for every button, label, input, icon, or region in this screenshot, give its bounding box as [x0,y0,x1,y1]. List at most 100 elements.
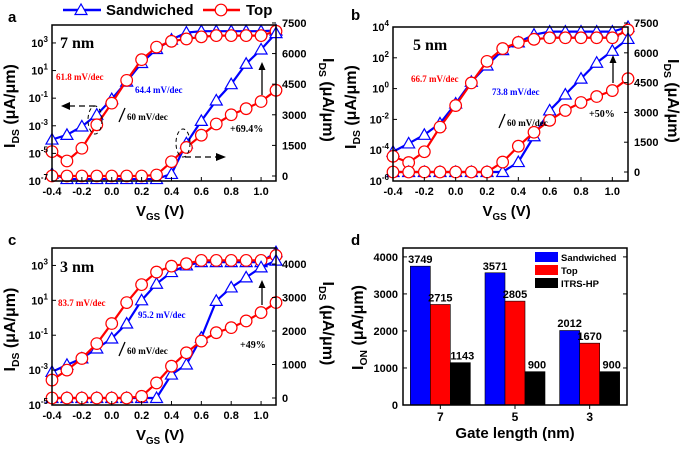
y-left-tick-label: 10-3 [29,362,49,377]
bar-top [504,300,526,406]
data-point [495,164,510,178]
y-axis-label: ION (μA/μm) [350,285,370,370]
data-point [209,93,224,106]
bar-value-label: 2012 [557,318,581,330]
y-left-axis-label: IDS (μA/μm) [2,288,22,372]
data-point [179,357,194,370]
y-left-tick-label: 10-7 [29,173,49,188]
series-log-top [392,29,629,164]
bar-value-label: 3749 [408,254,432,266]
plot-frame [51,247,277,406]
data-point [90,391,104,405]
data-point [605,31,619,45]
dashed-ellipse [175,128,191,158]
x-tick-label: 0.8 [224,186,239,198]
x-axis-label: VGS (V) [136,203,184,223]
channel-length-label: 7 nm [60,35,95,52]
data-point [135,169,149,183]
data-point [558,87,573,100]
data-point [239,314,253,328]
ss-top-label: 83.7 mV/dec [58,298,106,308]
data-point [209,293,224,306]
ideal-slope-line [118,341,126,357]
data-point [120,73,134,87]
data-point [75,169,89,183]
x-tick-label: 1.0 [605,186,620,198]
data-point [165,34,178,48]
x-tick-label: -0.2 [415,186,434,198]
data-point [239,56,254,69]
data-point [527,32,541,46]
data-point [179,257,193,271]
data-point [224,321,238,335]
series-linear-top [52,89,277,178]
bar-value-label: 1670 [577,331,601,343]
x-tick-label: 0.0 [448,186,463,198]
data-point [511,139,525,153]
y-right-tick-label: 0 [634,167,640,179]
x-tick-label: -0.2 [72,410,91,422]
x-tick-label: 7 [437,410,444,424]
x-tick-label: 3 [586,410,593,424]
data-point [433,120,447,134]
series-linear-sandwiched [51,32,277,181]
data-point [194,253,208,267]
x-tick-label: -0.2 [72,186,91,198]
data-point [60,154,74,168]
y-left-tick-label: 10-4 [370,142,390,157]
data-point [480,54,494,68]
y-right-axis-label: IDS (μA/μm) [316,282,336,366]
legend-label-sandwiched: Sandwiched [106,2,194,19]
y-left-axis-label: IDS (μA/μm) [343,65,363,149]
data-point [194,113,209,127]
data-point [90,337,104,350]
y-left-tick-label: 103 [31,257,48,272]
data-point [134,293,149,306]
x-tick-label: 1.0 [253,410,268,422]
legend-label: Sandwiched [561,253,617,264]
data-point [164,367,179,380]
data-point [165,359,178,373]
y-left-tick-label: 10-6 [370,173,390,188]
data-point [135,278,149,292]
panel-a: a -0.4 -0.2 0.0 0.2 0.4 0.6 0.8 1.0 VGS (V) 10-7 10… [2,9,336,223]
arrow-head-icon [258,62,266,70]
panel-letter: a [8,9,17,26]
data-point [239,29,253,43]
x-tick-label: 0.6 [194,186,209,198]
bar-value-label: 2805 [503,289,527,301]
data-point [511,36,525,49]
y-right-tick-label: 7500 [634,18,658,30]
x-axis-label: VGS (V) [136,427,184,447]
gain-label: +50% [589,109,615,120]
y-tick-label: 1000 [374,363,398,375]
data-point [224,253,238,267]
y-right-axis-label: IDS (μA/μm) [661,59,681,143]
data-point [417,127,432,140]
legend: Sandwiched Top [63,2,272,19]
x-tick-label: 0.4 [164,410,180,422]
data-point [402,165,416,179]
x-tick-label: 1.0 [253,186,268,198]
y-tick-label: 4000 [374,252,398,264]
arrow-head-icon [258,280,266,288]
y-right-tick-label: 1000 [282,360,306,372]
data-point [209,117,223,131]
y-right-axis-label: IDS (μA/μm) [316,58,336,142]
x-tick-label: 0.2 [479,186,494,198]
data-point [90,169,104,183]
data-point [104,331,119,344]
y-right-tick-label: 0 [282,393,288,405]
data-point [74,119,89,132]
y-tick-label: 3000 [374,289,398,301]
data-point [239,270,254,283]
bar-top [430,304,451,406]
ss-sandwiched-label: 64.4 mV/dec [135,85,183,95]
panel-letter: d [351,232,360,249]
bar-itrs-hp [524,371,546,406]
bar-sandwiched [410,265,431,406]
x-axis-label: Gate length (nm) [455,425,574,442]
x-tick-label: 0.2 [134,410,149,422]
data-point [120,391,134,405]
